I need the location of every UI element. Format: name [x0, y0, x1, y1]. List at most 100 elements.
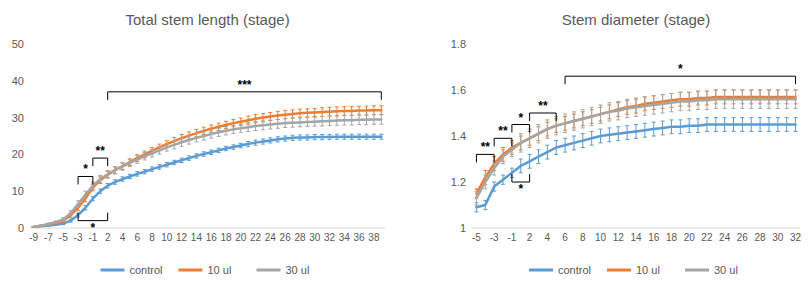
x-tick-label: 22	[701, 232, 713, 243]
x-tick-label: 26	[280, 232, 292, 243]
y-tick-label: 40	[12, 75, 24, 87]
x-tick-label: 4	[545, 232, 551, 243]
series-line	[476, 97, 795, 194]
y-tick-label: 30	[12, 112, 24, 124]
x-tick-label: 22	[250, 232, 262, 243]
x-tick-label: 16	[648, 232, 660, 243]
x-tick-label: 6	[134, 232, 140, 243]
significance-label: *	[91, 221, 96, 235]
x-tick-label: 16	[206, 232, 218, 243]
x-tick-label: 4	[120, 232, 126, 243]
chart-title: Total stem length (stage)	[125, 11, 289, 28]
y-tick-label: 0	[18, 222, 24, 234]
legend-swatch	[101, 269, 125, 272]
significance-label: ***	[237, 78, 251, 92]
x-tick-label: -9	[29, 232, 38, 243]
x-tick-label: 24	[265, 232, 277, 243]
legend-swatch	[529, 269, 553, 272]
y-tick-label: 10	[12, 185, 24, 197]
series-line	[476, 99, 795, 198]
y-tick-label: 1.2	[451, 176, 466, 188]
y-tick-label: 50	[12, 38, 24, 50]
x-tick-label: 8	[149, 232, 155, 243]
x-axis-line	[472, 228, 800, 229]
plot-area	[32, 106, 384, 227]
x-tick-label: 38	[368, 232, 380, 243]
x-tick-label: -3	[74, 232, 83, 243]
x-tick-label: -5	[59, 232, 68, 243]
significance-label: *	[518, 182, 523, 196]
x-tick-label: 32	[790, 232, 802, 243]
legend-label: control	[130, 264, 163, 276]
significance-bracket	[93, 158, 108, 166]
x-tick-label: 10	[161, 232, 173, 243]
significance-bracket	[476, 154, 494, 162]
x-tick-label: 34	[339, 232, 351, 243]
legend-label: 10 ul	[636, 264, 660, 276]
x-tick-label: 36	[354, 232, 366, 243]
legend-swatch	[179, 269, 203, 272]
legend-swatch	[257, 269, 281, 272]
y-tick-label: 1.6	[451, 84, 466, 96]
legend-label: 30 ul	[714, 264, 738, 276]
x-tick-label: 30	[309, 232, 321, 243]
x-tick-label: 32	[324, 232, 336, 243]
series-line	[34, 137, 382, 227]
significance-bracket	[108, 92, 382, 100]
significance-bracket	[494, 138, 512, 146]
significance-bracket	[78, 213, 108, 221]
series-line	[34, 119, 382, 226]
significance-bracket	[565, 76, 795, 84]
x-tick-label: -1	[507, 232, 516, 243]
legend-swatch	[685, 269, 709, 272]
y-tick-label: 1.4	[451, 130, 466, 142]
x-tick-label: -3	[490, 232, 499, 243]
legend-label: control	[558, 264, 591, 276]
x-axis-line	[30, 228, 385, 229]
x-tick-label: 20	[235, 232, 247, 243]
y-tick-label: 1	[460, 222, 466, 234]
x-tick-label: 28	[294, 232, 306, 243]
plot-area	[474, 90, 797, 212]
significance-label: *	[83, 162, 88, 176]
significance-label: **	[538, 99, 548, 113]
x-tick-label: 12	[613, 232, 625, 243]
series-line	[476, 125, 795, 208]
chart-canvas: Total stem length (stage) 0 10 20 30 40 50 -9 -7…	[0, 0, 810, 292]
chart-1: Stem diameter (stage) 1 1.2 1.4 1.6 1.8 -5 -3 -1…	[451, 11, 802, 276]
x-tick-label: 20	[684, 232, 696, 243]
x-tick-label: 24	[719, 232, 731, 243]
significance-label: **	[96, 144, 106, 158]
chart-0: Total stem length (stage) 0 10 20 30 40 50 -9 -7…	[12, 11, 385, 276]
legend-label: 10 ul	[208, 264, 232, 276]
x-tick-label: 30	[772, 232, 784, 243]
significance-label: **	[498, 124, 508, 138]
significance-bracket	[78, 176, 93, 184]
x-tick-label: 14	[191, 232, 203, 243]
significance-bracket	[512, 174, 530, 182]
y-tick-label: 20	[12, 148, 24, 160]
x-tick-label: 26	[737, 232, 749, 243]
x-tick-label: 2	[527, 232, 533, 243]
significance-label: *	[518, 111, 523, 125]
x-tick-label: -7	[44, 232, 53, 243]
x-tick-label: 2	[105, 232, 111, 243]
x-tick-label: 18	[666, 232, 678, 243]
x-tick-label: 6	[562, 232, 568, 243]
significance-bracket	[530, 113, 557, 121]
x-tick-label: 28	[755, 232, 767, 243]
significance-bracket	[512, 125, 530, 133]
x-tick-label: -5	[472, 232, 481, 243]
x-tick-label: 10	[595, 232, 607, 243]
series-line	[34, 110, 382, 227]
y-tick-label: 1.8	[451, 38, 466, 50]
legend-swatch	[607, 269, 631, 272]
x-tick-label: 8	[580, 232, 586, 243]
significance-label: **	[481, 140, 491, 154]
x-tick-label: 12	[176, 232, 188, 243]
significance-label: *	[678, 62, 683, 76]
legend-label: 30 ul	[286, 264, 310, 276]
x-tick-label: 18	[220, 232, 232, 243]
x-tick-label: 14	[630, 232, 642, 243]
chart-title: Stem diameter (stage)	[562, 11, 710, 28]
